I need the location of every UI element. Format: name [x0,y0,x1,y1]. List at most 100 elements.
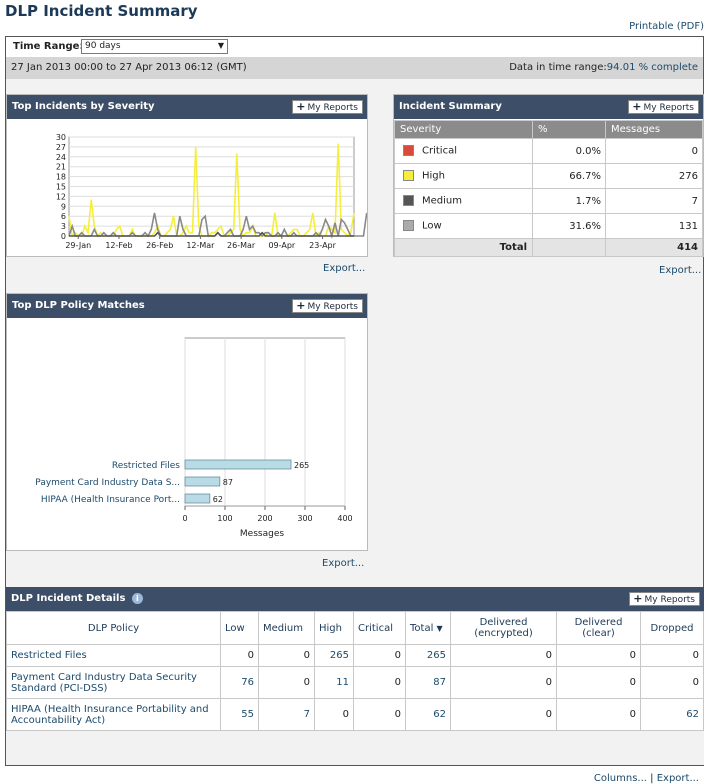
dropped-cell[interactable]: 62 [640,698,704,731]
messages-cell: 0 [605,138,703,164]
enc-value: 0 [545,650,552,661]
export-link[interactable]: Export... [656,773,699,784]
policy-cell[interactable]: HIPAA (Health Insurance Portability and … [6,698,221,731]
policy-cell[interactable]: Restricted Files [6,644,221,667]
medium-cell: 0 [258,666,315,699]
medium-value: 0 [303,677,310,688]
low-cell[interactable]: 55 [220,698,259,731]
dropped-value: 0 [692,677,699,688]
total-link[interactable]: 87 [433,677,446,688]
total-link[interactable]: 265 [426,650,446,661]
medium-link[interactable]: 7 [303,709,310,720]
plus-icon: + [632,100,642,113]
severity-swatch [403,220,414,232]
total-cell[interactable]: 265 [405,644,451,667]
y-tick-label: 15 [56,183,66,192]
low-link[interactable]: 55 [241,709,254,720]
dropped-link[interactable]: 62 [686,709,699,720]
export-link[interactable]: Export... [323,263,366,274]
total-cell[interactable]: 62 [405,698,451,731]
table-row: HIPAA (Health Insurance Portability and … [6,698,704,731]
x-tick-label: 12-Feb [105,241,132,250]
low-cell[interactable]: 76 [220,666,259,699]
export-link[interactable]: Export... [659,265,702,276]
category-label[interactable]: HIPAA (Health Insurance Port... [41,495,180,505]
policy-link[interactable]: Payment Card Industry Data Security Stan… [11,671,197,694]
clear-value: 0 [629,709,636,720]
my-reports-label: My Reports [307,302,358,312]
percent-cell: 31.6% [532,213,606,239]
date-range-text: 27 Jan 2013 00:00 to 27 Apr 2013 06:12 (… [11,62,247,73]
col-dropped[interactable]: Dropped [640,611,704,645]
info-icon[interactable]: i [131,593,143,604]
separator: | [650,773,654,784]
percent-cell: 1.7% [532,188,606,214]
percent-cell: 66.7% [532,163,606,189]
col-medium[interactable]: Medium [258,611,315,645]
my-reports-label: My Reports [307,103,358,113]
my-reports-button[interactable]: + My Reports [629,592,700,606]
high-link[interactable]: 265 [329,650,349,661]
time-range-label: Time Range: [13,41,84,52]
high-cell[interactable]: 11 [314,666,354,699]
top-policy-title: Top DLP Policy Matches [12,300,145,311]
category-label[interactable]: Payment Card Industry Data S... [35,478,180,488]
data-label: 87 [223,478,233,487]
high-value: 0 [342,709,349,720]
total-cell[interactable]: 87 [405,666,451,699]
x-tick-label: 100 [217,514,232,523]
high-cell[interactable]: 265 [314,644,354,667]
enc-value: 0 [545,709,552,720]
high-link[interactable]: 11 [336,677,349,688]
printable-pdf-link[interactable]: Printable (PDF) [629,21,704,32]
col-critical[interactable]: Critical [353,611,406,645]
medium-cell[interactable]: 7 [258,698,315,731]
total-link[interactable]: 62 [433,709,446,720]
col-delivered-encrypted[interactable]: Delivered (encrypted) [450,611,557,645]
category-label[interactable]: Restricted Files [112,461,180,471]
table-row: Restricted Files 0 0 265 0 265 0 0 0 [6,644,704,667]
incident-details-title-text: DLP Incident Details [11,593,126,604]
policy-link[interactable]: HIPAA (Health Insurance Portability and … [11,703,209,726]
details-footer-links: Columns... | Export... [594,773,699,784]
col-low[interactable]: Low [220,611,259,645]
x-tick-label: 0 [182,514,187,523]
bar[interactable] [184,459,292,470]
severity-swatch [403,145,414,157]
low-link[interactable]: 76 [241,677,254,688]
enc-cell: 0 [450,644,557,667]
incident-details-title: DLP Incident Details i [11,593,143,604]
col-delivered-clear[interactable]: Delivered (clear) [556,611,641,645]
high-cell: 0 [314,698,354,731]
clear-cell: 0 [556,644,641,667]
export-link[interactable]: Export... [322,558,365,569]
col-percent: % [532,120,606,139]
y-tick-label: 6 [61,212,66,221]
x-tick-label: 09-Apr [268,241,295,250]
bar[interactable] [184,493,211,504]
enc-value: 0 [545,677,552,688]
table-header-row: DLP Policy Low Medium High Critical Tota… [6,611,704,645]
severity-label: Critical [422,145,457,157]
policy-cell[interactable]: Payment Card Industry Data Security Stan… [6,666,221,699]
my-reports-button[interactable]: + My Reports [292,100,363,114]
my-reports-label: My Reports [643,103,694,113]
my-reports-button[interactable]: + My Reports [292,299,363,313]
bar[interactable] [184,476,221,487]
col-dlp-policy: DLP Policy [6,611,221,645]
policy-link[interactable]: Restricted Files [11,650,87,661]
my-reports-label: My Reports [644,595,695,605]
col-high[interactable]: High [314,611,354,645]
clear-value: 0 [629,650,636,661]
time-range-select[interactable]: 90 days ▼ [81,39,228,54]
data-completeness-link[interactable]: 94.01 % complete [606,62,698,73]
my-reports-button[interactable]: + My Reports [628,100,699,114]
critical-cell: 0 [353,698,406,731]
columns-link[interactable]: Columns... [593,773,647,784]
severity-label: Low [422,220,442,232]
col-total[interactable]: Total ▼ [405,611,451,645]
total-empty [532,238,606,257]
summary-row: Medium 1.7% 7 [394,188,703,214]
